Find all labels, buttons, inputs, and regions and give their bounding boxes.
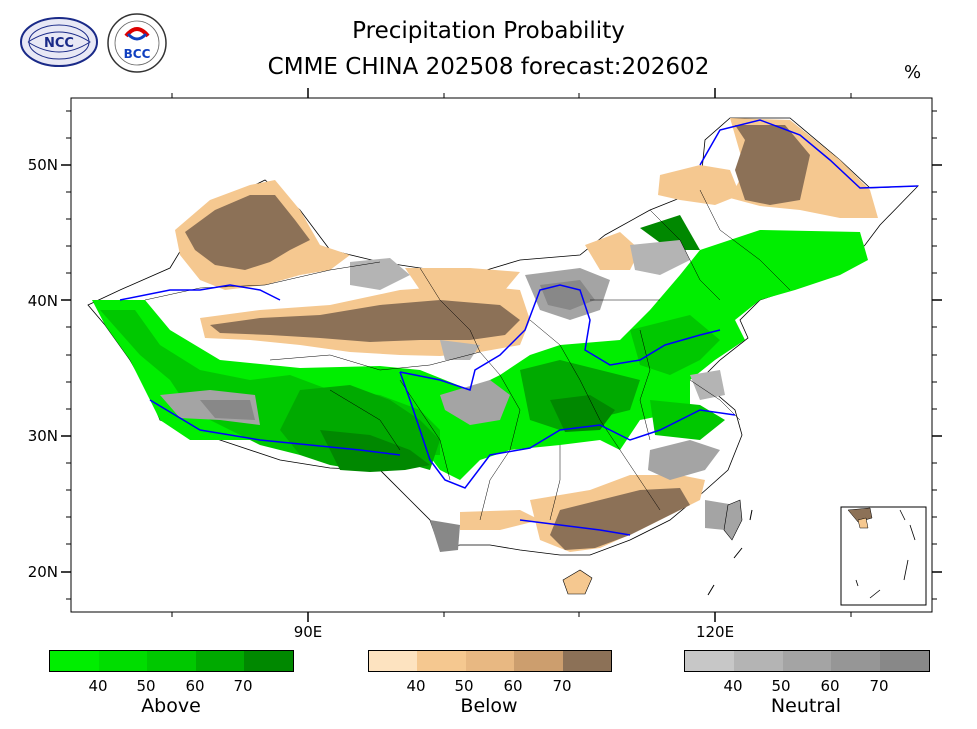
legend-neutral-name: Neutral xyxy=(770,695,842,717)
amur-river xyxy=(699,119,919,189)
rivers xyxy=(119,119,919,536)
yarlung-river xyxy=(149,399,401,456)
bcc-logo: BCC xyxy=(106,12,168,74)
yangtze-river xyxy=(399,371,736,489)
ncc-logo: NCC xyxy=(18,14,100,70)
legend-below-label: 70 xyxy=(552,677,572,695)
svg-text:BCC: BCC xyxy=(124,47,151,61)
pearl-river xyxy=(519,519,631,536)
svg-text:NCC: NCC xyxy=(44,36,74,51)
legend-below-name: Below xyxy=(460,695,518,717)
below-areas xyxy=(175,118,878,552)
legend-above-swatch xyxy=(147,651,196,671)
above-areas xyxy=(92,215,868,480)
legend-above-label: 50 xyxy=(136,677,156,695)
legend-neutral-swatch xyxy=(685,651,734,671)
legend-above-swatch xyxy=(98,651,148,671)
legend-neutral-label: 70 xyxy=(869,677,889,695)
legend-below-label: 40 xyxy=(406,677,426,695)
legend-neutral-label: 60 xyxy=(820,677,840,695)
taiwan-island xyxy=(723,499,743,541)
title-line-2: CMME CHINA 202508 forecast:202602 xyxy=(267,54,710,80)
legend-neutral-swatch xyxy=(880,651,929,671)
legend-above-bar xyxy=(49,650,294,672)
legend-neutral-bar xyxy=(684,650,930,672)
lat-label-20n: 20N xyxy=(28,563,58,581)
legend-neutral-swatch xyxy=(733,651,783,671)
tarim-river xyxy=(119,284,281,301)
legend-below-swatch xyxy=(562,651,612,671)
legend-neutral-label: 50 xyxy=(771,677,791,695)
legend-below-swatch xyxy=(417,651,466,671)
legend-above-swatch xyxy=(50,651,99,671)
legend-neutral-label: 40 xyxy=(723,677,743,695)
legend-above-swatch xyxy=(244,651,293,671)
lon-label-120e: 120E xyxy=(696,623,734,641)
legend-below-bar xyxy=(368,650,612,672)
legend-neutral-swatch xyxy=(831,651,881,671)
lat-label-30n: 30N xyxy=(28,427,58,445)
title-line-1: Precipitation Probability xyxy=(352,18,625,44)
legend-above-swatch xyxy=(195,651,245,671)
legend-below-swatch xyxy=(514,651,563,671)
legend-below-swatch xyxy=(465,651,515,671)
legend-above-label: 60 xyxy=(185,677,205,695)
minor-ticks xyxy=(66,93,937,617)
unit-label: % xyxy=(904,62,922,83)
south-sea-islands xyxy=(707,509,753,596)
legend-neutral-swatch xyxy=(782,651,832,671)
yellow-river xyxy=(399,284,721,391)
neutral-areas xyxy=(160,240,735,552)
south-china-sea-inset xyxy=(840,506,927,606)
province-borders xyxy=(144,189,791,521)
hainan-island xyxy=(562,569,593,595)
legend-below-label: 60 xyxy=(503,677,523,695)
legend-above-label: 70 xyxy=(233,677,253,695)
lat-label-40n: 40N xyxy=(28,292,58,310)
legend-above-name: Above xyxy=(141,695,201,717)
major-ticks xyxy=(61,88,942,622)
legend-above-label: 40 xyxy=(88,677,108,695)
lon-label-90e: 90E xyxy=(294,623,323,641)
legend-below-swatch xyxy=(369,651,418,671)
legend-below-label: 50 xyxy=(454,677,474,695)
lat-label-50n: 50N xyxy=(28,156,58,174)
